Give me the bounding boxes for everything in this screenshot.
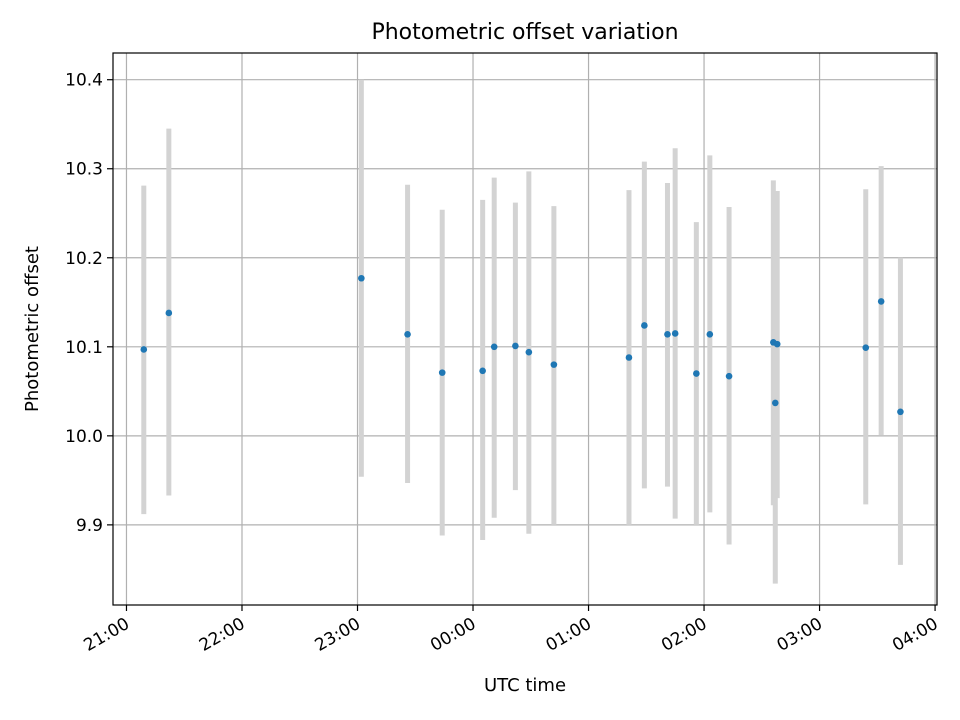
data-point (404, 331, 411, 338)
plot-area-frame (112, 52, 938, 606)
y-tick-label: 9.9 (76, 516, 103, 536)
data-point (897, 408, 904, 416)
data-point (625, 354, 633, 361)
data-point (525, 348, 533, 356)
data-point (877, 298, 885, 305)
data-point (490, 343, 498, 351)
y-tick-label: 10.0 (65, 427, 103, 447)
grid (113, 53, 937, 605)
data-point (140, 346, 148, 353)
y-tick-label: 10.1 (65, 338, 103, 358)
markers (140, 274, 904, 416)
y-tick-label: 10.2 (65, 249, 103, 269)
data-point (358, 274, 365, 282)
y-tick-label: 10.3 (65, 160, 103, 180)
data-point (512, 342, 519, 350)
data-point (641, 322, 648, 329)
data-point (693, 370, 700, 377)
y-tick-label: 10.4 (65, 71, 103, 91)
data-point (771, 399, 779, 407)
y-axis-label: Photometric offset (22, 246, 43, 412)
data-point (165, 309, 173, 317)
data-point (725, 372, 733, 380)
data-point (479, 367, 486, 375)
data-point (671, 330, 679, 337)
x-axis-label: UTC time (484, 675, 566, 696)
data-point (664, 331, 671, 338)
data-point (862, 344, 870, 351)
y-axis-ticks: 9.9 10.0 10.1 10.2 10.3 10.4 (65, 71, 113, 536)
data-point (706, 331, 714, 338)
data-point (773, 340, 781, 348)
data-point (438, 369, 446, 376)
data-point (550, 361, 558, 368)
chart-title: Photometric offset variation (371, 20, 678, 45)
